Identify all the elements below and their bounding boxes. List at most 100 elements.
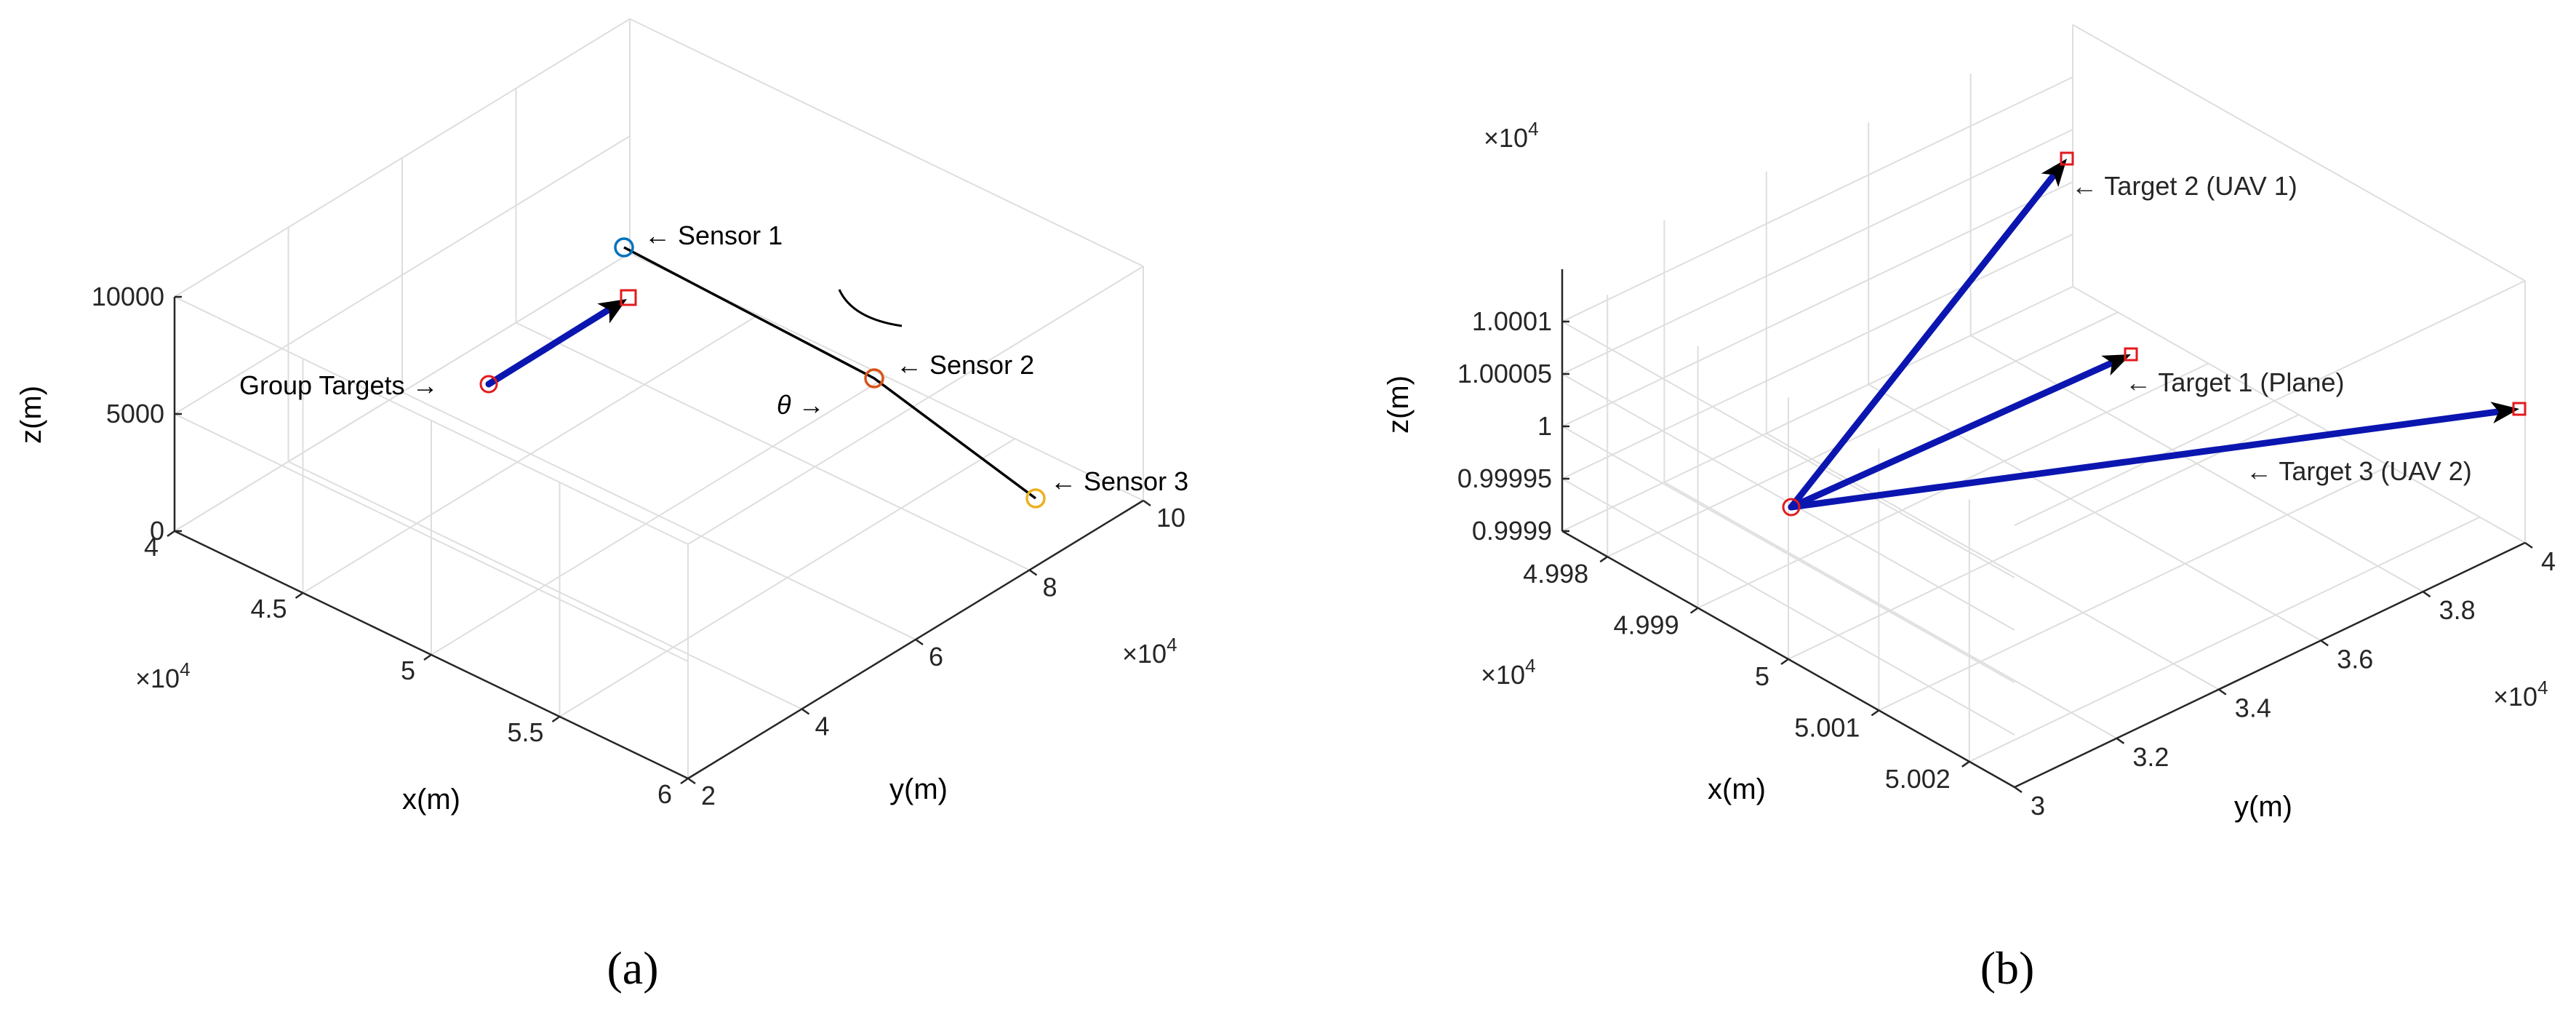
- z-tick-label-3: 1.00005: [1457, 359, 1552, 389]
- sensor-baseline: [623, 246, 1037, 500]
- wall-y0-horiz-1: [1561, 478, 2015, 736]
- target-2-end-marker: [2060, 151, 2074, 166]
- x-tick-label-2: 5: [401, 656, 415, 685]
- floor-grid-y-3: [516, 322, 1030, 571]
- y-tick-label-4: 3.8: [2439, 595, 2476, 625]
- y-tick-label-0: 3: [2031, 791, 2045, 821]
- panel-b-zlabel: z(m): [1383, 375, 1415, 434]
- panel-b-axes: [1561, 269, 2526, 789]
- wall-x0-horiz-1: [174, 135, 631, 415]
- floor-grid-x-4: [1969, 516, 2481, 762]
- z-tick-label-0: 0.9999: [1472, 516, 1552, 546]
- target-1-end-marker: [2124, 347, 2138, 362]
- sensor-1-marker: [614, 237, 634, 258]
- wall-x0-horiz-2: [174, 18, 631, 298]
- x-tick-1: [1689, 607, 1699, 614]
- x-tick-label-1: 4.999: [1614, 610, 1679, 640]
- panel-a-label: (a): [607, 942, 658, 994]
- x-tick-label-4: 6: [657, 779, 672, 809]
- panel-b-z-exponent: ×104: [1484, 118, 1539, 153]
- sensor-1-label: ← Sensor 1: [644, 220, 783, 250]
- x-tick-label-4: 5.002: [1885, 764, 1951, 794]
- x-tick-label-3: 5.5: [507, 717, 543, 747]
- x-tick-3: [1871, 709, 1880, 717]
- wall-x0-horiz-3: [1561, 129, 2073, 375]
- floor-grid-y-2: [401, 391, 916, 640]
- z-tick-label-2: 10000: [92, 282, 164, 311]
- floor-grid-y-3: [1868, 383, 2321, 642]
- sensor-3-marker: [1025, 488, 1046, 509]
- theta-angle-arc: [838, 289, 903, 327]
- y-tick-label-2: 3.4: [2235, 693, 2271, 723]
- sensor-3-label: ← Sensor 3: [1050, 466, 1188, 496]
- panel-b-grid: [1561, 24, 2526, 788]
- y-axis-line: [2014, 541, 2526, 789]
- wall-x0-horiz-0: [1561, 286, 2073, 532]
- y-tick-4: [2422, 591, 2431, 598]
- panel-b-label: (b): [1980, 942, 2035, 994]
- panel-b-y-exponent: ×104: [2493, 677, 2548, 712]
- panel-b-xlabel: x(m): [1708, 773, 1766, 805]
- y-tick-3: [1028, 569, 1038, 576]
- box-edge-0: [687, 266, 1144, 545]
- wall-y0-horiz-3: [1561, 373, 2015, 631]
- panel-a-y-exponent: ×104: [1122, 634, 1177, 669]
- panel-a-zlabel: z(m): [15, 386, 47, 444]
- x-tick-label-0: 4.998: [1523, 559, 1588, 589]
- sensor-2-marker: [864, 368, 884, 389]
- floor-grid-y-5: [2072, 286, 2526, 543]
- z-tick-label-2: 1: [1537, 411, 1552, 441]
- x-tick-0: [1599, 556, 1608, 563]
- x-tick-2: [423, 653, 432, 661]
- floor-grid-y-2: [1766, 432, 2220, 690]
- group-target-start-marker: [479, 375, 498, 394]
- z-tick-label-1: 5000: [106, 399, 164, 429]
- group-target-arrow-head: [597, 299, 627, 324]
- wall-x0-horiz-2: [1561, 181, 2073, 427]
- target-3-arrow-head: [2490, 402, 2519, 423]
- target-1-trajectory: [1788, 357, 2120, 511]
- y-tick-0: [2014, 786, 2023, 794]
- target-1-arrow-head: [2101, 354, 2131, 376]
- y-tick-label-1: 3.2: [2132, 742, 2169, 772]
- floor-grid-x-0: [1607, 311, 2119, 558]
- floor-grid-x-3: [1878, 465, 2390, 712]
- panel-b-ylabel: y(m): [2234, 791, 2292, 823]
- target-3-label: ← Target 3 (UAV 2): [2246, 456, 2472, 486]
- y-tick-1: [2116, 737, 2125, 744]
- wall-x0-horiz-0: [174, 252, 631, 532]
- x-tick-label-1: 4.5: [250, 594, 287, 623]
- group-target-trajectory: [485, 302, 619, 388]
- y-tick-label-5: 4: [2541, 546, 2556, 576]
- sensor-2-label: ← Sensor 2: [896, 350, 1034, 380]
- y-tick-label-4: 10: [1156, 503, 1185, 533]
- target-3-end-marker: [2512, 402, 2527, 416]
- floor-grid-y-4: [1970, 335, 2424, 593]
- panel-a-ylabel: y(m): [889, 773, 948, 805]
- panel-a-x-exponent: ×104: [135, 658, 191, 693]
- y-tick-label-3: 8: [1043, 573, 1057, 602]
- y-tick-5: [2524, 541, 2533, 549]
- panel-b: 4.998 4.999 5 5.001 5.002 3 3.2 3.4 3.6 3.8 4 0.999…: [1383, 24, 2556, 994]
- y-tick-1: [801, 708, 810, 715]
- floor-grid-y-1: [288, 461, 802, 710]
- group-targets-label: Group Targets →: [239, 370, 438, 400]
- wall-y0-horiz-1: [174, 413, 689, 662]
- y-tick-label-0: 2: [701, 781, 716, 810]
- x-tick-0: [167, 530, 175, 538]
- wall-y0-horiz-4: [1561, 321, 2015, 578]
- y-tick-0: [687, 777, 696, 785]
- x-tick-label-3: 5.001: [1794, 712, 1860, 742]
- wall-x0-horiz-1: [1561, 234, 2073, 479]
- panel-a-xlabel: x(m): [402, 784, 460, 816]
- box-edge-1: [629, 18, 1144, 267]
- floor-grid-y-1: [1663, 481, 2117, 739]
- target-2-arrow-head: [2041, 159, 2067, 188]
- x-tick-2: [1780, 658, 1789, 666]
- x-tick-label-0: 4: [144, 532, 159, 562]
- y-tick-2: [2218, 688, 2227, 696]
- target-3-trajectory: [1788, 407, 2507, 511]
